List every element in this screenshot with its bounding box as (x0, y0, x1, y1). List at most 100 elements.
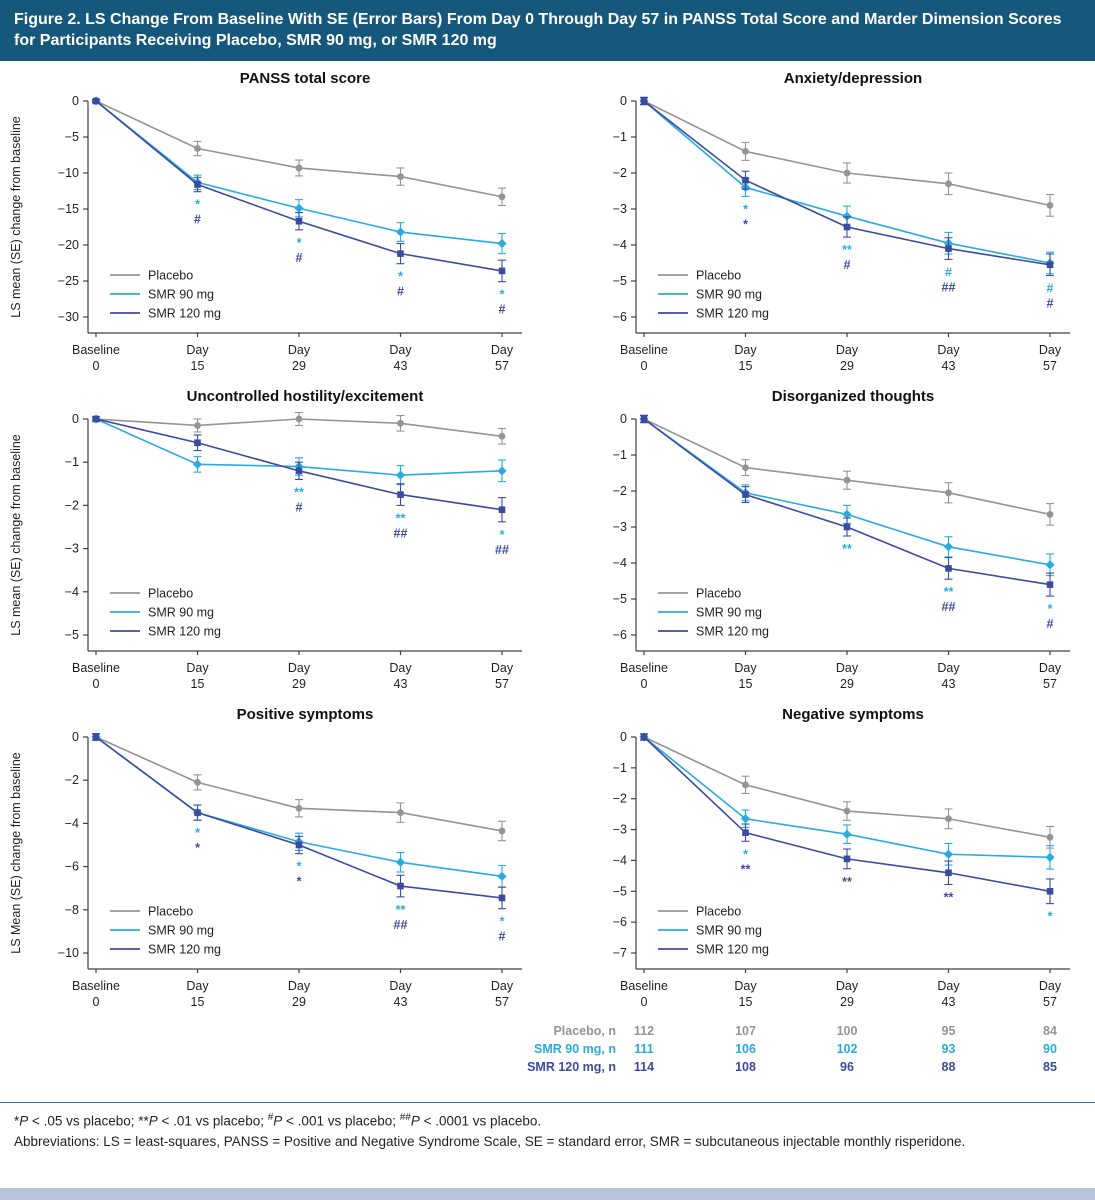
x-tick-label: 15 (191, 677, 205, 691)
significance-marker: * (743, 848, 748, 862)
x-tick-label: Day (389, 343, 412, 357)
sample-count: 107 (735, 1024, 756, 1038)
x-tick-label: Baseline (620, 343, 668, 357)
footnote-segment: # (267, 1112, 274, 1124)
sample-count: 84 (1043, 1024, 1057, 1038)
data-point-smr90 (842, 211, 852, 222)
data-point-smr120 (742, 829, 749, 837)
y-tick-label: −5 (613, 592, 627, 606)
data-point-placebo (742, 781, 749, 789)
sample-count: 112 (634, 1024, 654, 1038)
data-point-smr90 (943, 542, 954, 552)
data-point-smr120 (498, 894, 506, 902)
significance-marker: * (500, 915, 505, 929)
data-point-smr90 (497, 239, 507, 249)
y-tick-label: −2 (65, 499, 79, 513)
x-tick-label: 0 (93, 359, 100, 373)
x-tick-label: Day (734, 343, 757, 357)
significance-marker: ## (495, 543, 509, 557)
x-tick-label: 43 (942, 677, 956, 691)
x-tick-label: 15 (739, 677, 753, 691)
y-tick-label: −3 (613, 520, 627, 534)
footnote-segment: ## (399, 1112, 411, 1124)
sample-count: 100 (837, 1024, 858, 1038)
data-point-smr120 (843, 855, 851, 863)
chart-svg-positive-symptoms: Positive symptoms 0 −2 −4 −6 −8 −10 Baseline 0 Da… (9, 706, 522, 1009)
significance-marker: * (743, 218, 748, 232)
data-point-smr120 (742, 491, 749, 499)
data-point-placebo (498, 193, 506, 201)
x-tick-label: 57 (495, 359, 509, 373)
data-point-smr90 (395, 470, 406, 480)
footnote-segment: < .01 vs placebo; (157, 1113, 268, 1129)
legend-label-smr120: SMR 120 mg (696, 625, 769, 639)
data-point-smr120 (92, 415, 100, 423)
significance-footnote: *P < .05 vs placebo; **P < .01 vs placeb… (14, 1110, 1081, 1132)
significance-marker: # (1047, 297, 1054, 311)
sample-size-table: Placebo, n 112 107 100 95 84 SMR 90 mg, n 111 10… (0, 1019, 1095, 1086)
x-tick-label: 29 (292, 677, 306, 691)
data-point-placebo (498, 827, 506, 835)
data-point-placebo (295, 415, 303, 423)
y-tick-label: −6 (613, 310, 627, 324)
y-tick-label: 0 (72, 94, 79, 108)
footnote-segment: P (273, 1113, 283, 1129)
chart-title: Negative symptoms (782, 706, 924, 723)
data-point-placebo (742, 148, 749, 156)
chart-disorganized-thoughts: Disorganized thoughts 0 −1 −2 −3 −4 −5 −6 Baseli… (548, 383, 1088, 701)
legend-label-smr90: SMR 90 mg (696, 924, 762, 938)
legend-label-placebo: Placebo (148, 587, 193, 601)
data-point-smr120 (194, 809, 201, 817)
data-point-smr90 (1045, 852, 1055, 863)
y-axis-label: LS mean (SE) change from baseline (9, 116, 23, 318)
y-tick-label: −3 (613, 823, 627, 837)
y-tick-label: −4 (65, 817, 79, 831)
y-tick-label: −1 (65, 455, 79, 469)
legend-label-smr90: SMR 90 mg (148, 606, 214, 620)
legend-label-placebo: Placebo (148, 269, 193, 283)
data-point-smr120 (1046, 888, 1054, 895)
y-tick-label: −6 (613, 915, 627, 929)
significance-marker: # (194, 213, 201, 227)
figure-footnotes: *P < .05 vs placebo; **P < .01 vs placeb… (0, 1102, 1095, 1152)
data-point-smr120 (945, 565, 952, 572)
series-line-placebo (643, 736, 1051, 839)
significance-marker: ## (942, 600, 956, 614)
data-point-placebo (945, 489, 952, 497)
y-tick-label: −2 (65, 773, 79, 787)
x-tick-label: 15 (191, 995, 205, 1009)
footnote-segment: P (410, 1113, 420, 1129)
significance-marker: ** (396, 512, 406, 526)
x-tick-label: Day (734, 979, 757, 993)
x-tick-label: 29 (840, 359, 854, 373)
y-tick-label: 0 (620, 730, 627, 744)
data-point-placebo (397, 809, 404, 817)
significance-marker: # (1047, 282, 1054, 296)
chart-title: Disorganized thoughts (772, 388, 935, 405)
y-axis-label: LS mean (SE) change from baseline (9, 434, 23, 636)
footnote-segment: ** (138, 1113, 149, 1129)
legend-label-smr90: SMR 90 mg (696, 288, 762, 302)
y-tick-label: −1 (613, 130, 627, 144)
abbreviations-footnote: Abbreviations: LS = least-squares, PANSS… (14, 1133, 966, 1149)
sample-row-label: SMR 120 mg, n (527, 1060, 616, 1074)
legend-label-smr120: SMR 120 mg (148, 307, 221, 321)
significance-marker: * (297, 236, 302, 250)
chart-panss-total: PANSS total score 0 −5 −10 −15 −20 −25 −30 Basel… (0, 65, 540, 383)
data-point-placebo (1046, 511, 1054, 519)
legend-label-smr120: SMR 120 mg (696, 307, 769, 321)
y-tick-label: 0 (72, 730, 79, 744)
y-tick-label: −2 (613, 792, 627, 806)
legend-label-smr120: SMR 120 mg (148, 943, 221, 957)
data-point-smr90 (395, 857, 406, 868)
x-tick-label: 15 (739, 995, 753, 1009)
significance-marker: # (397, 285, 404, 299)
y-tick-label: −7 (613, 946, 627, 960)
x-tick-label: 43 (394, 359, 408, 373)
sample-count: 88 (942, 1060, 956, 1074)
y-tick-label: −6 (613, 628, 627, 642)
data-point-placebo (194, 422, 201, 430)
y-tick-label: −30 (58, 310, 79, 324)
y-tick-label: −4 (613, 238, 627, 252)
sample-size-svg: Placebo, n 112 107 100 95 84 SMR 90 mg, n 111 10… (527, 1024, 1057, 1074)
